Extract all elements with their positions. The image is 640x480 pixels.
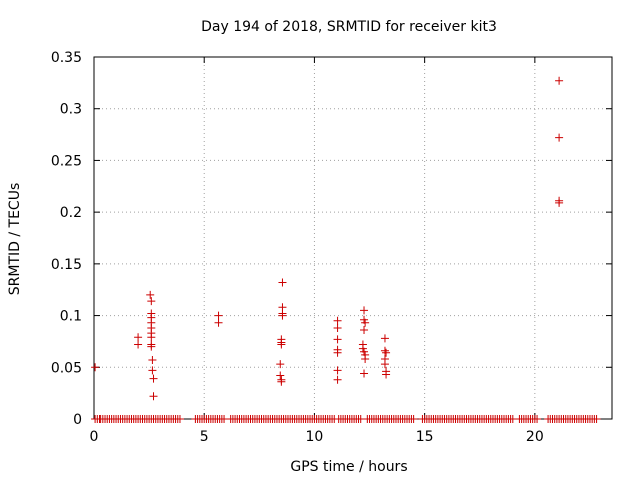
data-point	[333, 323, 342, 332]
y-tick-label: 0.15	[51, 257, 82, 273]
data-point-zero	[175, 415, 184, 423]
data-point-zero	[533, 415, 542, 423]
y-tick-label: 0.25	[51, 153, 82, 169]
data-point	[147, 333, 156, 342]
data-point	[360, 326, 369, 335]
data-point-zero	[592, 415, 601, 423]
x-tick-label: 15	[416, 429, 434, 445]
x-axis-ticks: 0 5 10 15 20	[90, 57, 544, 445]
plot-border	[93, 56, 613, 420]
data-point	[91, 363, 100, 372]
data-point	[214, 318, 223, 327]
data-point	[555, 76, 564, 85]
data-points	[91, 76, 601, 423]
data-point	[148, 366, 157, 375]
x-tick-label: 5	[200, 429, 209, 445]
data-point	[333, 316, 342, 325]
chart-title: Day 194 of 2018, SRMTID for receiver kit…	[201, 19, 497, 35]
data-point	[276, 360, 285, 369]
data-point	[555, 198, 564, 207]
data-point	[214, 311, 223, 320]
data-point	[380, 360, 389, 369]
data-point	[278, 278, 287, 287]
data-point	[333, 375, 342, 384]
data-point	[278, 311, 287, 320]
data-point	[277, 377, 286, 386]
x-tick-label: 10	[306, 429, 324, 445]
grid-lines	[94, 57, 612, 419]
data-point	[148, 356, 157, 365]
data-point	[382, 370, 391, 379]
data-point	[277, 340, 286, 349]
data-point	[276, 371, 285, 380]
data-point	[149, 374, 158, 383]
x-tick-label: 20	[526, 429, 544, 445]
x-axis-label: GPS time / hours	[290, 459, 407, 475]
y-tick-label: 0.2	[60, 205, 82, 221]
y-tick-label: 0.35	[51, 50, 82, 66]
data-point	[360, 369, 369, 378]
data-point	[333, 366, 342, 375]
data-point	[361, 355, 370, 364]
data-point	[147, 297, 156, 306]
x-tick-label: 0	[90, 429, 99, 445]
y-axis-ticks: 0 0.05 0.1 0.15 0.2 0.25 0.3 0.35	[51, 50, 612, 428]
data-point	[134, 333, 143, 342]
data-point	[146, 290, 155, 299]
data-point	[147, 342, 156, 351]
data-point	[333, 335, 342, 344]
data-point	[382, 348, 391, 357]
y-tick-label: 0	[73, 412, 82, 428]
data-point	[134, 340, 143, 349]
data-point	[360, 306, 369, 315]
data-point	[361, 318, 370, 327]
y-tick-label: 0.1	[60, 309, 82, 325]
y-tick-label: 0.3	[60, 102, 82, 118]
data-point	[149, 392, 158, 401]
y-tick-label: 0.05	[51, 360, 82, 376]
data-point	[380, 334, 389, 343]
y-axis-label: SRMTID / TECUs	[7, 183, 23, 296]
data-point	[555, 133, 564, 142]
data-point	[380, 346, 389, 355]
plot-frame	[93, 56, 613, 420]
data-point-zero	[409, 415, 418, 423]
data-point	[333, 348, 342, 357]
